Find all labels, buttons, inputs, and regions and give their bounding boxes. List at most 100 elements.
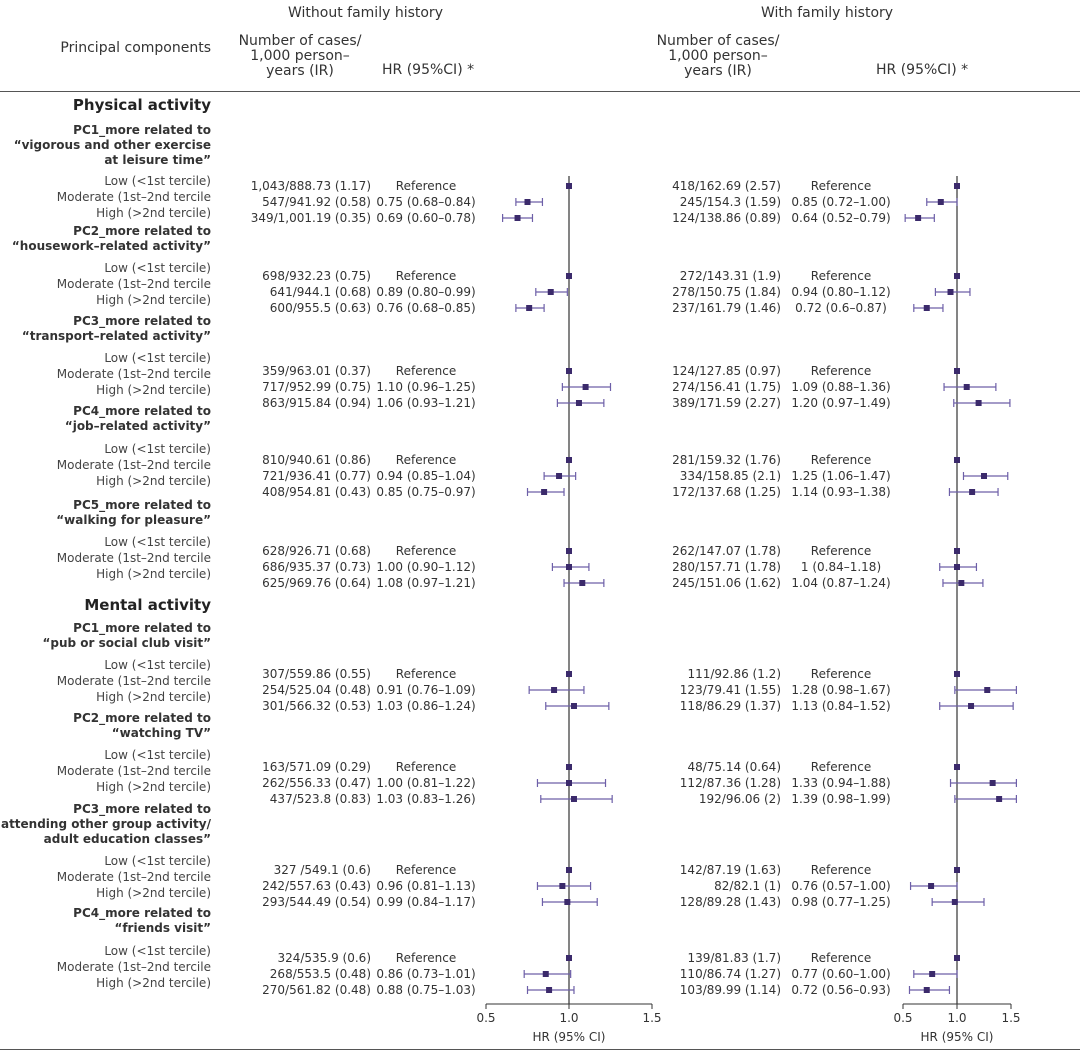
tercile-label: Low (<1st tercile) <box>104 442 211 456</box>
hr-marker <box>582 384 589 390</box>
left-cases-header-2: 1,000 person– <box>250 48 350 64</box>
tercile-label: Moderate (1st–2nd tercile <box>56 870 211 884</box>
left-hr-cell: Reference <box>395 179 457 193</box>
right-hr-cell: 0.77 (0.60–1.00) <box>791 967 891 981</box>
hr-marker <box>954 764 960 770</box>
right-cases-cell: 123/79.41 (1.55) <box>679 683 781 697</box>
pc-label: “transport–related activity” <box>21 329 211 343</box>
hr-marker <box>981 473 987 479</box>
left-hr-cell: Reference <box>395 863 457 877</box>
footer-rule <box>0 1049 1080 1050</box>
hr-marker <box>951 899 958 905</box>
left-hr-cell: 1.06 (0.93–1.21) <box>376 396 476 410</box>
right-cases-cell: 278/150.75 (1.84) <box>672 285 781 299</box>
left-hr-cell: 0.96 (0.81–1.13) <box>376 879 476 893</box>
tercile-label: Low (<1st tercile) <box>104 351 211 365</box>
right-cases-header-1: Number of cases/ <box>656 33 780 49</box>
hr-marker <box>570 703 577 709</box>
right-hr-cell: 1.39 (0.98–1.99) <box>791 792 891 806</box>
left-hr-cell: Reference <box>395 544 457 558</box>
hr-marker <box>989 780 996 786</box>
right-cases-cell: 82/82.1 (1) <box>714 879 781 893</box>
left-hr-cell: 0.76 (0.68–0.85) <box>376 301 476 315</box>
hr-marker <box>514 215 521 221</box>
x-tick-label: 0.5 <box>476 1011 495 1025</box>
x-tick-label: 1.5 <box>1001 1011 1020 1025</box>
hr-marker <box>954 867 960 873</box>
left-hr-cell: 1.00 (0.81–1.22) <box>376 776 476 790</box>
hr-marker <box>954 564 960 570</box>
hr-marker <box>566 457 572 463</box>
pc-label: PC1_more related to <box>73 621 211 635</box>
pc-label: PC2_more related to <box>73 711 211 725</box>
tercile-label: Low (<1st tercile) <box>104 261 211 275</box>
right-hr-cell: Reference <box>810 951 872 965</box>
right-hr-cell: 1.14 (0.93–1.38) <box>791 485 891 499</box>
tercile-label: Moderate (1st–2nd tercile <box>56 764 211 778</box>
hr-marker <box>954 368 960 374</box>
left-hr-header: HR (95%CI) * <box>382 62 475 78</box>
right-cases-cell: 418/162.69 (2.57) <box>672 179 781 193</box>
left-hr-cell: 0.75 (0.68–0.84) <box>376 195 476 209</box>
pc-label: PC2_more related to <box>73 224 211 238</box>
left-hr-cell: Reference <box>395 667 457 681</box>
hr-marker <box>963 384 970 390</box>
hr-marker <box>566 548 572 554</box>
right-cases-header-3: years (IR) <box>684 63 752 79</box>
hr-marker <box>542 971 549 977</box>
tercile-label: Low (<1st tercile) <box>104 174 211 188</box>
right-hr-cell: 0.72 (0.6–0.87) <box>795 301 887 315</box>
hr-marker <box>566 955 572 961</box>
hr-marker <box>975 400 982 406</box>
pc-label: “housework–related activity” <box>11 239 211 253</box>
tercile-label: High (>2nd tercile) <box>96 567 211 581</box>
right-cases-cell: 103/89.99 (1.14) <box>679 983 781 997</box>
pc-label: PC4_more related to <box>73 906 211 920</box>
hr-marker <box>923 987 930 993</box>
right-cases-cell: 334/158.85 (2.1) <box>679 469 781 483</box>
hr-marker <box>937 199 944 205</box>
right-hr-cell: 1.28 (0.98–1.67) <box>791 683 891 697</box>
right-cases-cell: 111/92.86 (1.2) <box>687 667 781 681</box>
left-hr-cell: 0.91 (0.76–1.09) <box>376 683 476 697</box>
pc-label: PC4_more related to <box>73 404 211 418</box>
section-title: Physical activity <box>72 96 211 114</box>
left-cases-cell: 437/523.8 (0.83) <box>269 792 371 806</box>
left-cases-cell: 270/561.82 (0.48) <box>262 983 371 997</box>
hr-marker <box>526 305 533 311</box>
left-cases-cell: 547/941.92 (0.58) <box>262 195 371 209</box>
x-tick-label: 1.5 <box>642 1011 661 1025</box>
hr-marker <box>954 273 960 279</box>
left-hr-cell: 0.86 (0.73–1.01) <box>376 967 476 981</box>
left-cases-cell: 307/559.86 (0.55) <box>262 667 371 681</box>
tercile-label: High (>2nd tercile) <box>96 780 211 794</box>
pc-label: “vigorous and other exercise <box>13 138 211 152</box>
right-hr-cell: 0.85 (0.72–1.00) <box>791 195 891 209</box>
hr-marker <box>923 305 930 311</box>
left-hr-cell: 0.88 (0.75–1.03) <box>376 983 476 997</box>
right-hr-cell: Reference <box>810 453 872 467</box>
hr-marker <box>524 199 531 205</box>
left-hr-cell: 0.99 (0.84–1.17) <box>376 895 476 909</box>
left-cases-header-1: Number of cases/ <box>238 33 362 49</box>
left-cases-cell: 324/535.9 (0.6) <box>277 951 371 965</box>
right-hr-cell: 1 (0.84–1.18) <box>800 560 882 574</box>
left-cases-cell: 863/915.84 (0.94) <box>262 396 371 410</box>
left-hr-cell: 0.94 (0.85–1.04) <box>376 469 476 483</box>
pc-label: “watching TV” <box>111 726 211 740</box>
hr-marker <box>575 400 582 406</box>
left-cases-cell: 717/952.99 (0.75) <box>262 380 371 394</box>
pc-label: “pub or social club visit” <box>42 636 211 650</box>
left-hr-cell: 1.00 (0.90–1.12) <box>376 560 476 574</box>
right-cases-cell: 124/127.85 (0.97) <box>672 364 781 378</box>
tercile-label: Moderate (1st–2nd tercile <box>56 960 211 974</box>
x-tick-label: 0.5 <box>893 1011 912 1025</box>
left-cases-cell: 242/557.63 (0.43) <box>262 879 371 893</box>
tercile-label: High (>2nd tercile) <box>96 886 211 900</box>
tercile-label: Moderate (1st–2nd tercile <box>56 458 211 472</box>
hr-marker <box>929 971 936 977</box>
right-cases-cell: 280/157.71 (1.78) <box>672 560 781 574</box>
pc-label: at leisure time” <box>104 153 211 167</box>
left-hr-cell: Reference <box>395 269 457 283</box>
